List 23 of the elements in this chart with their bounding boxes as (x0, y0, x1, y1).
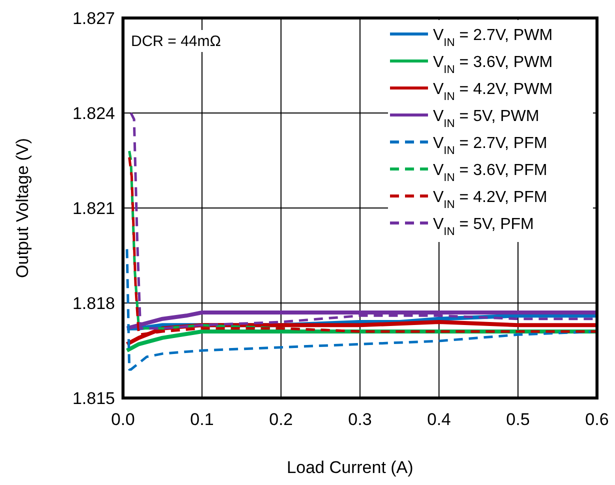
y-tick-label: 1.818 (72, 294, 115, 313)
annotation: DCR = 44mΩ (131, 33, 221, 50)
x-tick-label: 0.5 (506, 410, 530, 429)
x-tick-label: 0.6 (585, 410, 609, 429)
legend-label: V$_{IN}$ = 3.6V, PWM (433, 54, 553, 76)
x-tick-label: 0.4 (427, 410, 451, 429)
x-axis-title: Load Current (A) (286, 458, 414, 477)
x-tick-label: 0.1 (190, 410, 214, 429)
y-tick-label: 1.821 (72, 199, 115, 218)
legend-label: V$_{IN}$ = 5V, PWM (433, 108, 540, 130)
x-tick-label: 0.0 (111, 410, 135, 429)
legend-label: V$_{IN}$ = 3.6V, PFM (433, 162, 548, 184)
y-axis-title: Output Voltage (V) (13, 138, 32, 278)
legend-label: V$_{IN}$ = 2.7V, PWM (433, 27, 553, 49)
legend-label: V$_{IN}$ = 4.2V, PWM (433, 81, 553, 103)
y-tick-label: 1.824 (72, 104, 115, 123)
y-tick-label: 1.815 (72, 389, 115, 408)
y-tick-label: 1.827 (72, 9, 115, 28)
x-tick-label: 0.3 (348, 410, 372, 429)
legend-label: V$_{IN}$ = 2.7V, PFM (433, 135, 548, 157)
x-tick-label: 0.2 (269, 410, 293, 429)
legend-label: V$_{IN}$ = 4.2V, PFM (433, 189, 548, 211)
legend-label: V$_{IN}$ = 5V, PFM (433, 216, 534, 238)
